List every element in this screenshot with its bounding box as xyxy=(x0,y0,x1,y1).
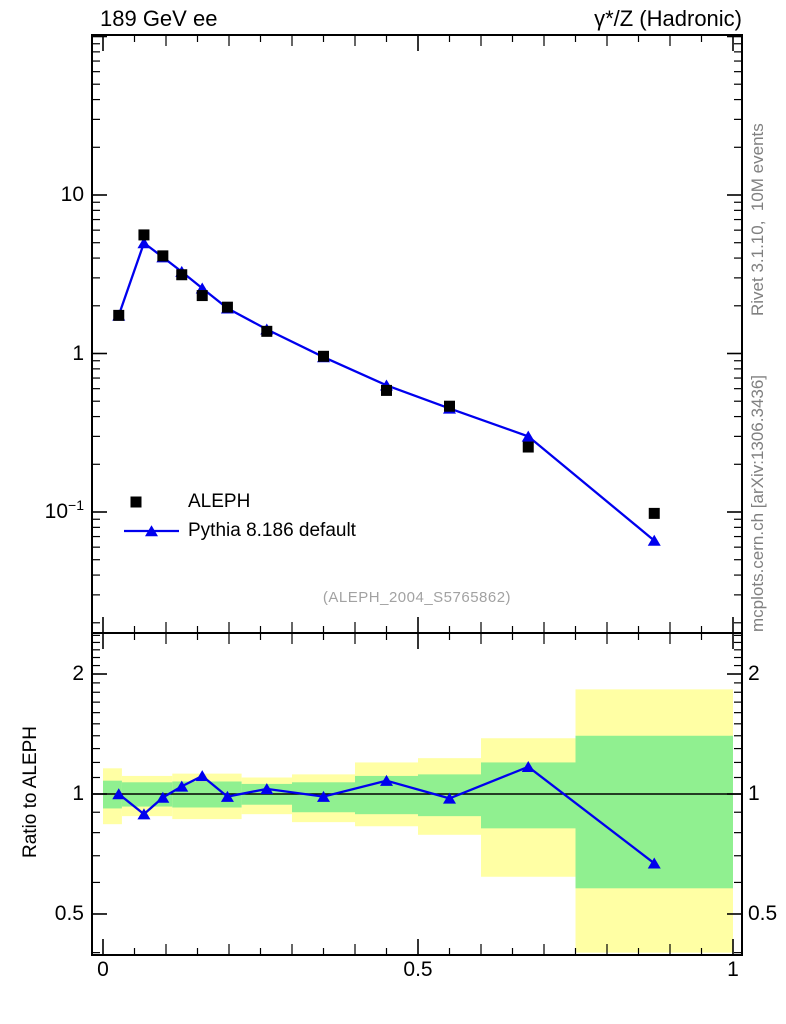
ratio-marker xyxy=(647,857,661,869)
ratio-y-tick-label-right: 1 xyxy=(748,782,760,805)
aleph-marker xyxy=(318,350,329,362)
aleph-marker xyxy=(261,325,273,337)
pythia-marker xyxy=(647,534,661,546)
main-y-tick-label: 1 xyxy=(72,341,84,365)
aleph-marker xyxy=(444,400,455,412)
ratio-marker xyxy=(156,791,170,803)
aleph-marker xyxy=(648,507,660,519)
pythia-marker xyxy=(521,430,535,442)
ratio-marker xyxy=(112,788,126,800)
aleph-marker xyxy=(522,441,534,453)
main-panel-frame xyxy=(91,34,743,634)
ratio-marker xyxy=(380,774,393,786)
ratio-marker xyxy=(137,808,151,820)
aleph-marker xyxy=(176,269,188,281)
aleph-marker xyxy=(381,384,392,396)
legend-aleph-marker xyxy=(130,496,142,508)
uncertainty-band-green xyxy=(481,762,576,829)
x-tick-label: 0 xyxy=(97,958,109,981)
mcplots-reference-note: mcplots.cern.ch [arXiv:1306.3436] xyxy=(748,374,767,632)
ratio-y-tick-label: 1 xyxy=(72,782,84,805)
legend-label-pythia: Pythia 8.186 default xyxy=(188,520,356,541)
ratio-marker xyxy=(317,790,330,802)
process-title: γ*/Z (Hadronic) xyxy=(594,6,742,31)
x-tick-label: 1 xyxy=(727,958,739,981)
beam-title: 189 GeV ee xyxy=(100,6,218,31)
pythia-marker xyxy=(137,237,151,249)
legend-pythia-marker xyxy=(145,525,158,537)
aleph-marker xyxy=(221,301,233,313)
rivet-version-note: Rivet 3.1.10, 10M events xyxy=(748,123,767,316)
aleph-marker xyxy=(196,290,208,302)
ratio-marker xyxy=(195,770,209,782)
aleph-marker xyxy=(113,309,125,321)
ratio-panel-frame xyxy=(91,632,743,956)
ratio-y-tick-label-right: 2 xyxy=(748,662,760,685)
ratio-y-tick-label: 0.5 xyxy=(54,901,84,925)
aleph-marker xyxy=(157,250,169,262)
analysis-id-watermark: (ALEPH_2004_S5765862) xyxy=(322,589,512,606)
ratio-marker xyxy=(521,761,535,773)
aleph-marker xyxy=(138,229,150,241)
ratio-marker xyxy=(175,780,189,792)
ratio-y-tick-label: 2 xyxy=(72,662,84,685)
x-tick-label: 0.5 xyxy=(403,958,433,981)
ratio-marker xyxy=(260,783,274,795)
main-y-tick-label: 10−1 xyxy=(44,497,84,523)
ratio-marker xyxy=(220,790,234,802)
ratio-marker xyxy=(443,792,456,804)
ratio-y-tick-label-right: 0.5 xyxy=(748,901,778,925)
legend-label-aleph: ALEPH xyxy=(188,491,251,512)
main-y-tick-label: 10 xyxy=(60,183,84,206)
